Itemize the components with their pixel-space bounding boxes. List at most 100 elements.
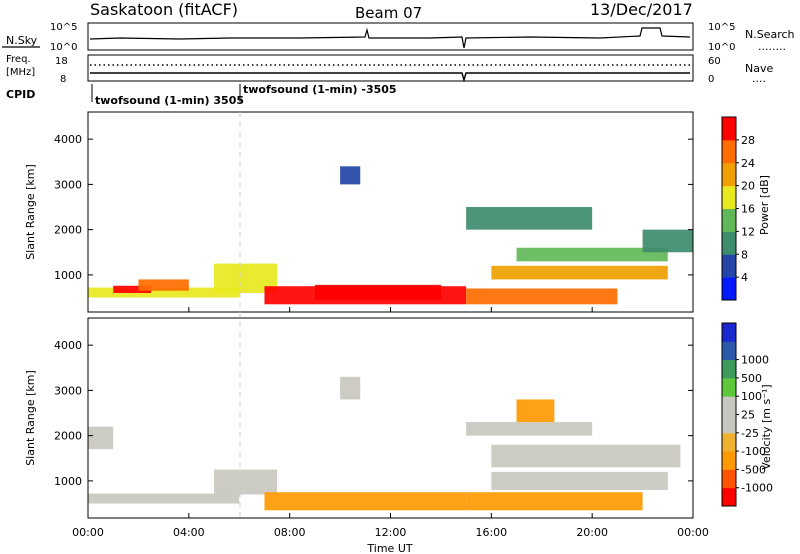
power-colorbar-swatch-0 (722, 277, 736, 301)
velocity-region-4 (491, 471, 668, 490)
power-colorbar-tick-label-4: 20 (741, 180, 755, 193)
power-region-7 (491, 265, 668, 280)
power-colorbar-swatch-7 (722, 117, 736, 141)
velocity-region-7 (516, 399, 555, 423)
velocity-region-3 (466, 492, 643, 511)
power-colorbar-tick-label-3: 16 (741, 203, 755, 216)
x-axis: 00:00 04:00 08:00 12:00 16:00 20:00 00:00 (72, 307, 709, 539)
power-region-11 (340, 166, 361, 185)
velocity-colorbar-swatch-4 (722, 414, 736, 434)
velocity-colorbar-tick-label-4: 25 (741, 409, 755, 422)
power-ylabel: Slant Range [km] (24, 164, 37, 260)
cpid-segment-0: twofsound (1-min) 3505 (95, 94, 244, 107)
noise-left-tick-top: 10^5 (50, 22, 77, 33)
freq-line (90, 72, 690, 83)
power-colorbar-swatch-2 (722, 231, 736, 255)
power-region-9 (466, 207, 593, 230)
xtick-label-1: 04:00 (173, 526, 205, 539)
velocity-ytick-label-1: 2000 (54, 430, 82, 443)
velocity-colorbar-tick-label-6: 500 (741, 372, 762, 385)
velocity-colorbar-swatch-2 (722, 451, 736, 470)
power-ytick-label-3: 4000 (54, 133, 82, 146)
velocity-ytick-label-2: 3000 (54, 384, 82, 397)
station-title: Saskatoon (fitACF) (90, 0, 238, 19)
freq-left-tick-top: 18 (55, 56, 68, 67)
velocity-y-axis: 1000 2000 3000 4000 (54, 339, 693, 488)
nave-legend: .... (752, 72, 766, 85)
velocity-colorbar-label: Velocity [m s⁻¹] (760, 384, 773, 469)
power-ytick-label-1: 2000 (54, 224, 82, 237)
power-region-6 (466, 288, 618, 305)
velocity-colorbar-swatch-8 (722, 341, 736, 361)
freq-label-1: Freq. (6, 54, 31, 65)
power-colorbar: 4 8 12 16 20 24 28 (721, 116, 755, 301)
power-region-5 (314, 284, 441, 300)
power-region-8 (516, 247, 668, 262)
power-colorbar-tick-label-5: 24 (741, 157, 755, 170)
xtick-label-5: 20:00 (576, 526, 608, 539)
velocity-colorbar-tick-label-2: -100 (741, 445, 766, 458)
noise-left-tick-bottom: 10^0 (50, 42, 77, 53)
velocity-heatmap (88, 376, 681, 511)
velocity-region-0 (88, 493, 240, 504)
freq-label-2: [MHz] (6, 67, 35, 78)
noise-right-legend: ........ (758, 40, 786, 53)
power-colorbar-tick-label-2: 12 (741, 225, 755, 238)
velocity-colorbar-tick-label-7: 1000 (741, 354, 769, 367)
power-ytick-label-2: 3000 (54, 178, 82, 191)
power-colorbar-swatch-3 (722, 208, 736, 232)
velocity-ytick-label-3: 4000 (54, 339, 82, 352)
xtick-label-3: 12:00 (375, 526, 407, 539)
power-colorbar-swatch-4 (722, 185, 736, 209)
noise-right-tick-top: 10^5 (708, 22, 735, 33)
power-colorbar-swatch-5 (722, 162, 736, 187)
velocity-colorbar-tick-label-5: 100 (741, 390, 762, 403)
power-colorbar-tick-label-0: 4 (741, 271, 748, 284)
cpid-segment-1: twofsound (1-min) -3505 (243, 83, 397, 96)
freq-left-tick-bottom: 8 (60, 74, 66, 85)
xtick-label-0: 00:00 (72, 526, 104, 539)
freq-right-tick-bottom: 0 (708, 74, 714, 85)
xtick-label-2: 08:00 (274, 526, 306, 539)
xtick-label-4: 16:00 (475, 526, 507, 539)
xlabel: Time UT (366, 542, 412, 554)
power-region-0 (88, 287, 240, 298)
xtick-label-6: 00:00 (677, 526, 709, 539)
noise-left-label: N.Sky (6, 34, 38, 47)
velocity-colorbar-swatch-7 (722, 359, 736, 379)
power-colorbar-swatch-1 (722, 254, 736, 278)
velocity-colorbar-swatch-9 (722, 323, 736, 342)
power-region-1 (113, 285, 152, 293)
velocity-region-9 (340, 376, 361, 400)
velocity-ytick-label-0: 1000 (54, 475, 82, 488)
power-ytick-label-0: 1000 (54, 269, 82, 282)
noise-panel-frame (87, 22, 694, 51)
noise-right-tick-bottom: 10^0 (708, 42, 735, 53)
power-y-axis: 1000 2000 3000 4000 (54, 133, 693, 282)
velocity-ylabel: Slant Range [km] (24, 370, 37, 466)
noise-right-label: N.Search (745, 28, 795, 41)
velocity-colorbar-swatch-1 (722, 469, 736, 489)
velocity-colorbar-tick-label-1: -500 (741, 463, 766, 476)
date-title: 13/Dec/2017 (590, 0, 693, 19)
freq-panel-frame (87, 54, 694, 82)
noise-sky-line (89, 27, 691, 49)
velocity-region-1 (214, 469, 278, 495)
freq-right-tick-top: 60 (708, 56, 721, 67)
power-region-10 (642, 229, 693, 253)
velocity-region-6 (466, 422, 593, 436)
velocity-region-5 (491, 444, 681, 468)
velocity-colorbar-tick-label-3: -25 (741, 427, 759, 440)
velocity-colorbar-swatch-6 (722, 377, 736, 397)
nave-label: Nave (745, 62, 773, 75)
velocity-colorbar-swatch-5 (722, 396, 736, 415)
power-colorbar-tick-label-6: 28 (741, 134, 755, 147)
cpid-label: CPID (6, 88, 35, 101)
velocity-colorbar-swatch-3 (722, 432, 736, 452)
velocity-colorbar-tick-label-0: -1000 (741, 482, 773, 495)
velocity-region-8 (88, 426, 114, 450)
velocity-colorbar-swatch-0 (722, 487, 736, 507)
velocity-colorbar: -1000 -500 -100 -25 25 100 500 1000 (721, 322, 773, 507)
power-region-2 (138, 279, 189, 291)
